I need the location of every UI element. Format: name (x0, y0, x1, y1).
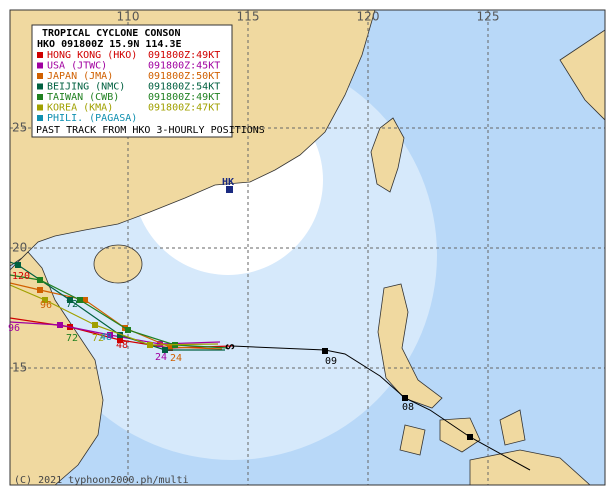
legend-note: PAST TRACK FROM HKO 3-HOURLY POSITIONS (36, 125, 265, 136)
lat-label: 15 (12, 361, 27, 375)
forecast-track (10, 274, 229, 349)
past-track (231, 345, 531, 471)
legend-agencies: HONG KONG (HKO) 091800Z:49KT USA (JTWC) 091… (37, 50, 220, 124)
forecast-point (162, 347, 168, 353)
legend-forecast: 091800Z:49KT (148, 92, 220, 103)
legend-agency: USA (JTWC) (47, 61, 107, 72)
past-position (402, 395, 408, 401)
place-label: HK (222, 177, 234, 188)
legend-swatch (37, 62, 43, 69)
forecast-label: 96 (8, 323, 20, 334)
legend-position: HKO 091800Z 15.9N 114.3E (37, 39, 182, 50)
legend-title: TROPICAL CYCLONE CONSON (42, 28, 180, 39)
forecast-label: 120 (12, 271, 30, 282)
forecast-point (147, 342, 153, 348)
legend-swatch (37, 115, 43, 121)
forecast-label: 72 (66, 333, 78, 344)
track-label: 08 (402, 402, 414, 413)
forecast-label: 24 (155, 352, 167, 363)
legend-forecast: 091800Z:49KT (148, 50, 220, 61)
credit: (C) 2021 typhoon2000.ph/multi (14, 475, 189, 486)
hk-marker (226, 186, 233, 193)
lat-label: 20 (12, 241, 27, 255)
legend-box (31, 24, 233, 138)
legend-agency: JAPAN (JMA) (47, 71, 113, 82)
forecast-label: 72 (92, 333, 104, 344)
storm-symbol: ᔕ (226, 341, 235, 352)
lon-label: 115 (237, 10, 260, 24)
forecast-label: 72 (66, 299, 78, 310)
map-frame (9, 9, 606, 486)
track-label: 09 (325, 356, 337, 367)
forecast-point (57, 322, 63, 328)
past-position (322, 348, 328, 354)
legend-agency: KOREA (KMA) (47, 103, 113, 114)
legend-swatch (37, 52, 43, 58)
lon-label: 125 (477, 10, 500, 24)
legend-agency: HONG KONG (HKO) (47, 50, 137, 61)
forecast-point (67, 297, 73, 303)
legend-forecast: 091800Z:54KT (148, 82, 220, 93)
legend-agency: BEIJING (NMC) (47, 82, 125, 93)
legend-swatch (37, 83, 43, 90)
forecast-point (107, 332, 113, 338)
forecast-point (167, 344, 173, 350)
legend-swatch (37, 94, 43, 100)
forecast-point (117, 332, 123, 338)
forecast-point (37, 277, 43, 283)
forecast-track (10, 282, 223, 350)
legend-forecast: 091800Z:45KT (148, 61, 220, 72)
forecast-tracks (10, 261, 233, 353)
lon-label: 110 (117, 10, 140, 24)
forecast-label: 48 (116, 340, 128, 351)
lon-label: 120 (357, 10, 380, 24)
forecast-point (15, 262, 21, 268)
legend-agency: PHILI. (PAGASA) (47, 113, 137, 124)
forecast-point (77, 297, 83, 303)
forecast-label: 96 (40, 300, 52, 311)
forecast-point (125, 327, 131, 333)
legend-swatch (37, 104, 43, 111)
lat-label: 25 (12, 121, 27, 135)
forecast-point (82, 297, 88, 303)
legend: TROPICAL CYCLONE CONSON HKO 091800Z 15.9… (31, 24, 265, 138)
forecast-point (37, 287, 43, 293)
forecast-point (157, 341, 163, 347)
forecast-label: 48 (100, 332, 112, 343)
past-position (467, 434, 473, 440)
legend-agency: TAIWAN (CWB) (47, 92, 119, 103)
legend-forecast: 091800Z:50KT (148, 71, 220, 82)
forecast-point (117, 337, 123, 343)
forecast-point (42, 297, 48, 303)
forecast-label: 24 (170, 353, 182, 364)
legend-swatch (37, 73, 43, 79)
legend-forecast: 091800Z:47KT (148, 103, 220, 114)
forecast-point (92, 322, 98, 328)
